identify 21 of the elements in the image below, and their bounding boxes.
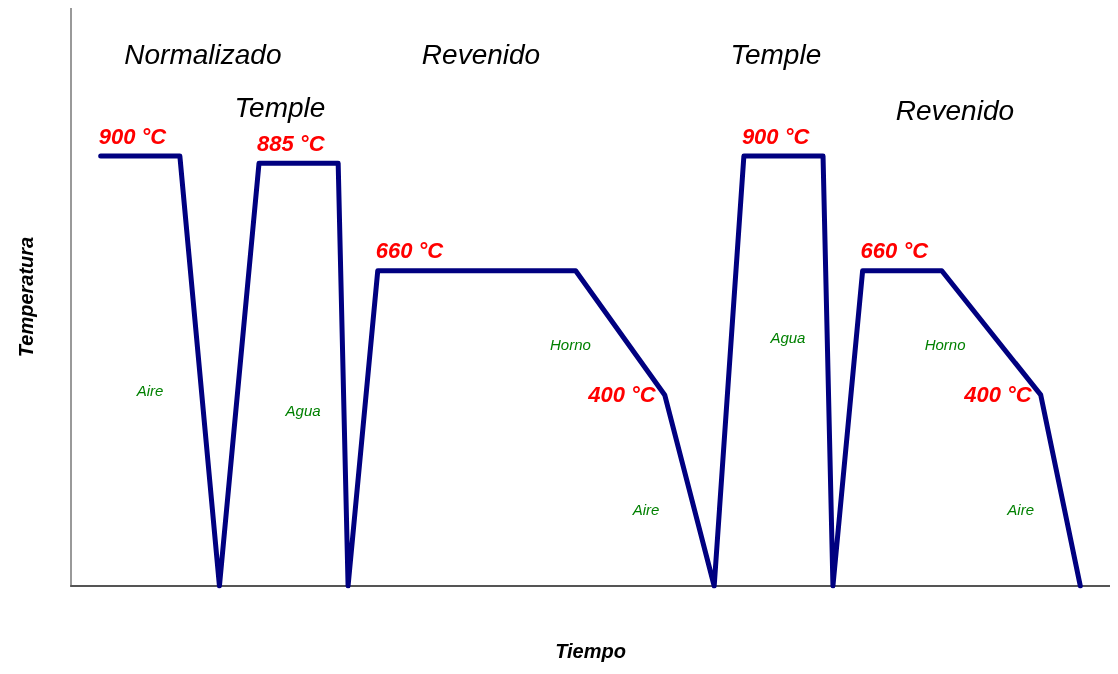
annotation: Agua	[769, 329, 806, 347]
annotation: Revenido	[421, 39, 541, 71]
data-label: 660 °C	[375, 238, 445, 264]
data-label: 885 °C	[257, 130, 326, 156]
annotation: Aire	[1006, 500, 1035, 518]
data-label: 660 °C	[860, 238, 930, 264]
annotation: Agua	[284, 401, 321, 419]
data-label: 400 °C	[963, 382, 1033, 408]
y-axis-title: Temperatura	[15, 236, 37, 358]
data-label: 900 °C	[741, 123, 811, 149]
annotation: Revenido	[895, 95, 1015, 127]
annotation: Temple	[234, 92, 326, 124]
data-label: 400 °C	[587, 382, 657, 408]
annotation: Normalizado	[124, 39, 282, 71]
annotation: Horno	[924, 336, 966, 353]
annotation: Horno	[550, 336, 591, 353]
annotation: Temple	[730, 39, 822, 71]
annotation: Aire	[135, 382, 164, 400]
annotation: Aire	[631, 500, 660, 518]
data-label: 900 °C	[98, 123, 168, 149]
x-axis-title: Tiempo	[555, 640, 626, 662]
